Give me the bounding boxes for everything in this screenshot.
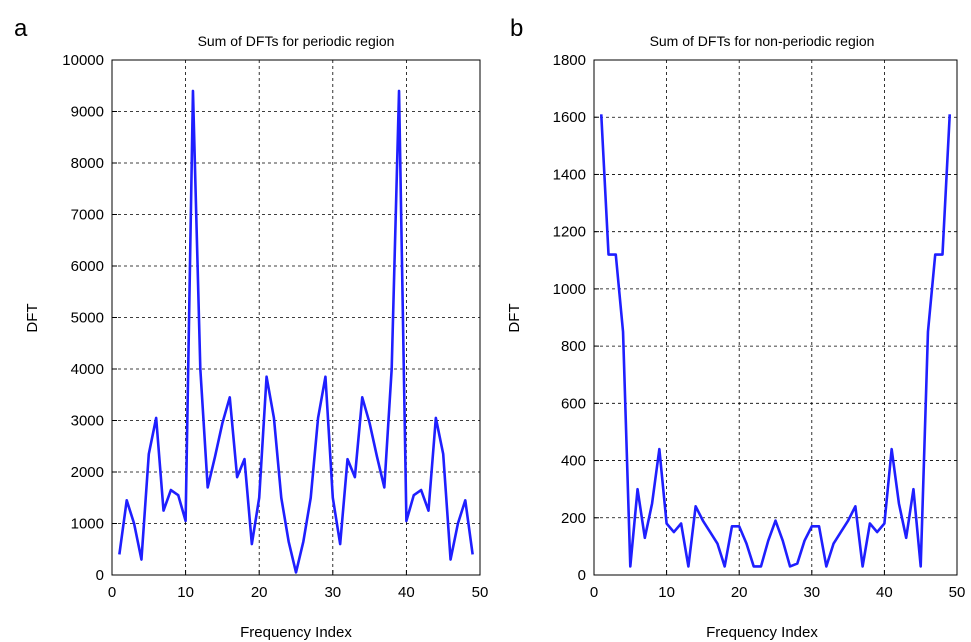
panel-b-letter: b xyxy=(510,15,523,42)
panel-a-y-tick-label: 0 xyxy=(96,567,104,584)
panel-b-axes-frame xyxy=(593,59,958,576)
panel-a-plot: 0 10 20 30 40 50 0 1000 2000 3000 4000 5000 6000 7000… xyxy=(62,52,488,601)
panel-b-y-tick-label: 1400 xyxy=(553,166,586,183)
panel-b-x-tick-label: 10 xyxy=(658,584,675,601)
panel-b-y-tick-label: 1800 xyxy=(553,52,586,69)
panel-a-y-tick-label: 9000 xyxy=(71,104,104,121)
panel-a-x-tick-label: 40 xyxy=(398,584,415,601)
panel-a-title: Sum of DFTs for periodic region xyxy=(198,33,395,49)
panel-a-y-tick-label: 1000 xyxy=(71,516,104,533)
panel-a-x-tick-label: 10 xyxy=(177,584,194,601)
panel-b-y-tick-label: 1600 xyxy=(553,109,586,126)
panel-a-x-tick-label: 50 xyxy=(472,584,489,601)
panel-b-x-tick-label: 0 xyxy=(590,584,598,601)
panel-a-x-tick-label: 20 xyxy=(251,584,268,601)
panel-a-ylabel: DFT xyxy=(24,303,41,332)
panel-a-y-tick-label: 4000 xyxy=(71,361,104,378)
panel-b-title: Sum of DFTs for non-periodic region xyxy=(650,33,875,49)
panel-a-x-tick-label: 30 xyxy=(324,584,341,601)
panel-b-y-tick-label: 1000 xyxy=(553,281,586,298)
panel-b-y-tick-label: 400 xyxy=(561,453,586,470)
panel-a-xlabel: Frequency Index xyxy=(240,624,352,641)
panel-b-x-tick-label: 50 xyxy=(949,584,966,601)
panel-b-series-line xyxy=(599,114,952,568)
panel-b-ylabel: DFT xyxy=(506,303,523,332)
panel-a-y-tick-label: 2000 xyxy=(71,464,104,481)
panel-a-y-tick-label: 7000 xyxy=(71,207,104,224)
panel-b-y-tick-label: 200 xyxy=(561,510,586,527)
panel-a-y-tick-label: 10000 xyxy=(62,52,104,69)
panel-b-y-tick-label: 0 xyxy=(578,567,586,584)
panel-a-letter: a xyxy=(14,15,28,42)
panel-b-y-tick-label: 800 xyxy=(561,338,586,355)
panel-a-y-tick-label: 6000 xyxy=(71,258,104,275)
panel-b-x-tick-label: 30 xyxy=(803,584,820,601)
panel-a-y-tick-label: 3000 xyxy=(71,413,104,430)
panel-b-x-tick-label: 20 xyxy=(731,584,748,601)
panel-b-xlabel: Frequency Index xyxy=(706,624,818,641)
panel-b-plot: 0 10 20 30 40 50 0 200 400 600 800 1000 1200 1400 1600… xyxy=(553,52,966,601)
panel-b-y-tick-label: 1200 xyxy=(553,224,586,241)
panel-a-y-tick-label: 8000 xyxy=(71,155,104,172)
panel-a-x-tick-label: 0 xyxy=(108,584,116,601)
panel-a-series-line xyxy=(118,89,474,574)
panel-b-x-tick-label: 40 xyxy=(876,584,893,601)
panel-a-y-tick-label: 5000 xyxy=(71,310,104,327)
panel-b-y-tick-label: 600 xyxy=(561,395,586,412)
